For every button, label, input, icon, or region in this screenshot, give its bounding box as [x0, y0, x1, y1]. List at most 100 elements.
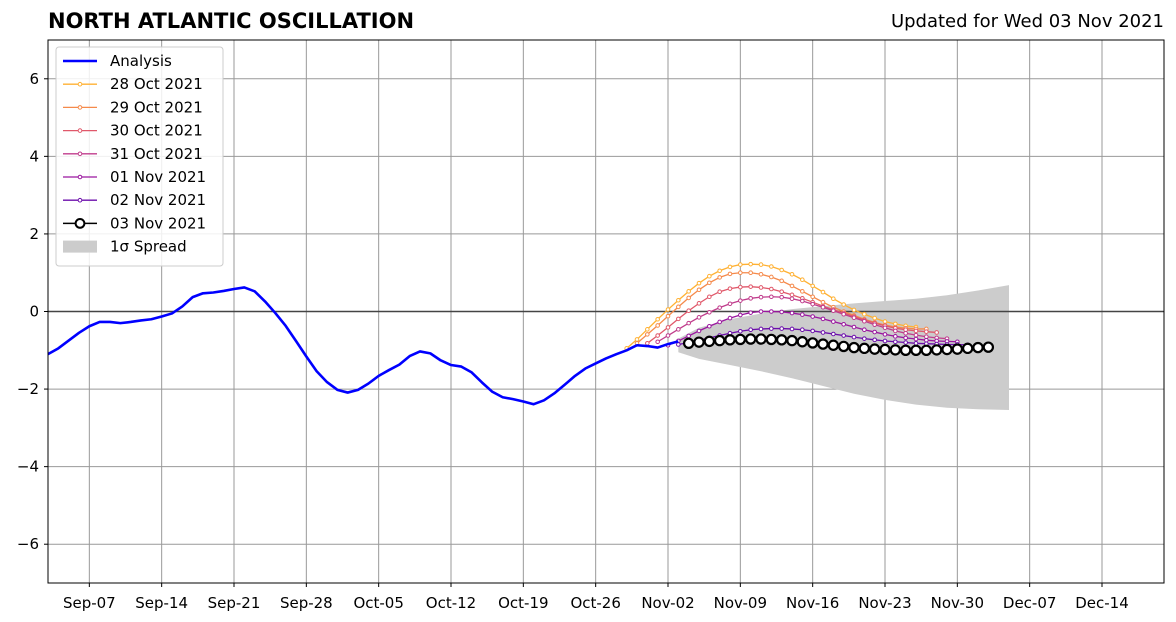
series-point — [831, 319, 836, 324]
series-point — [738, 270, 743, 276]
axes: Sep-07 Sep-14 Sep-21 Sep-28 Oct-05 Oct-12 Oct-… — [17, 39, 1165, 612]
series-point — [893, 328, 898, 334]
legend-box — [55, 46, 224, 267]
series-point — [676, 316, 681, 322]
series-point — [862, 311, 867, 317]
series-point — [913, 336, 919, 342]
series-point — [707, 280, 712, 286]
chart-title: NORTH ATLANTIC OSCILLATION — [48, 9, 415, 33]
series-point — [686, 333, 691, 339]
series-point — [800, 327, 805, 333]
series-point — [789, 283, 795, 289]
legend-label: 02 Nov 2021 — [110, 191, 206, 209]
series-point — [841, 333, 846, 338]
series-point — [941, 343, 953, 356]
series-point — [717, 305, 722, 310]
legend-swatch — [63, 240, 97, 253]
series-point — [827, 339, 840, 351]
series-point — [789, 326, 795, 332]
series-point — [758, 294, 764, 300]
series-point — [858, 342, 871, 355]
series-point — [634, 337, 640, 342]
series-point — [717, 319, 722, 325]
series-point — [682, 337, 695, 350]
series-point — [868, 343, 881, 355]
series-point — [893, 339, 898, 345]
series-point — [665, 325, 671, 330]
series-point — [800, 312, 805, 317]
series-point — [934, 330, 939, 335]
series-point — [820, 330, 826, 335]
series-point — [738, 312, 743, 318]
series-point — [758, 309, 764, 314]
series-point — [910, 344, 922, 356]
series-point — [703, 335, 716, 348]
series-point — [676, 342, 681, 347]
series-point — [851, 324, 857, 330]
series-point — [655, 339, 660, 345]
series-point — [982, 341, 995, 353]
legend-point — [77, 128, 83, 133]
series-point — [820, 289, 826, 295]
series-point — [930, 344, 943, 356]
series-point — [796, 336, 809, 348]
series-point — [769, 274, 774, 280]
y-tick-label: −6 — [17, 535, 39, 553]
legend-point — [77, 151, 83, 157]
series-point — [748, 327, 753, 333]
series-point — [655, 316, 660, 322]
x-tick-label: Nov-02 — [641, 594, 694, 612]
series-point — [696, 315, 702, 320]
series-point — [841, 311, 846, 317]
x-tick-label: Dec-07 — [1003, 594, 1057, 612]
series-point — [744, 333, 757, 345]
series-point — [903, 340, 908, 345]
series-point — [758, 262, 764, 267]
series-point — [748, 284, 753, 289]
x-tick-label: Oct-05 — [353, 594, 403, 612]
series-point — [841, 302, 846, 307]
legend-label: Analysis — [110, 52, 172, 70]
series-point — [841, 321, 846, 327]
series-point — [831, 331, 836, 337]
series-point — [851, 307, 857, 313]
series-point — [972, 341, 984, 354]
series-point — [872, 322, 877, 327]
series-point — [820, 304, 826, 310]
series-point — [810, 328, 815, 334]
legend-label: 28 Oct 2021 — [110, 75, 203, 93]
series-point — [820, 316, 826, 322]
series-point — [789, 292, 795, 298]
series-point — [686, 289, 691, 294]
legend-point — [77, 81, 83, 87]
series-point — [862, 336, 867, 341]
series-point — [779, 267, 784, 273]
legend-label: 30 Oct 2021 — [110, 122, 203, 140]
series-point — [769, 286, 774, 292]
series-point — [769, 309, 774, 314]
series-point — [738, 328, 743, 334]
forecast-series — [624, 261, 995, 356]
series-point — [693, 336, 705, 348]
series-point — [769, 326, 774, 331]
series-point — [727, 286, 733, 291]
series-point — [872, 329, 877, 335]
series-point — [913, 332, 919, 338]
series-point — [831, 296, 836, 302]
series-point — [676, 327, 681, 332]
series-point — [810, 283, 815, 289]
series-point — [696, 328, 702, 334]
y-tick-label: 0 — [29, 303, 39, 321]
series-point — [903, 335, 908, 341]
series-point — [848, 341, 860, 354]
series-point — [665, 307, 671, 312]
series-point — [696, 287, 702, 293]
legend-label: 01 Nov 2021 — [110, 168, 206, 186]
series-point — [851, 334, 857, 340]
y-tick-label: −2 — [17, 380, 39, 398]
series-point — [645, 332, 650, 337]
series-point — [769, 294, 774, 300]
series-point — [779, 278, 784, 284]
series-point — [713, 334, 726, 347]
series-point — [717, 268, 722, 274]
